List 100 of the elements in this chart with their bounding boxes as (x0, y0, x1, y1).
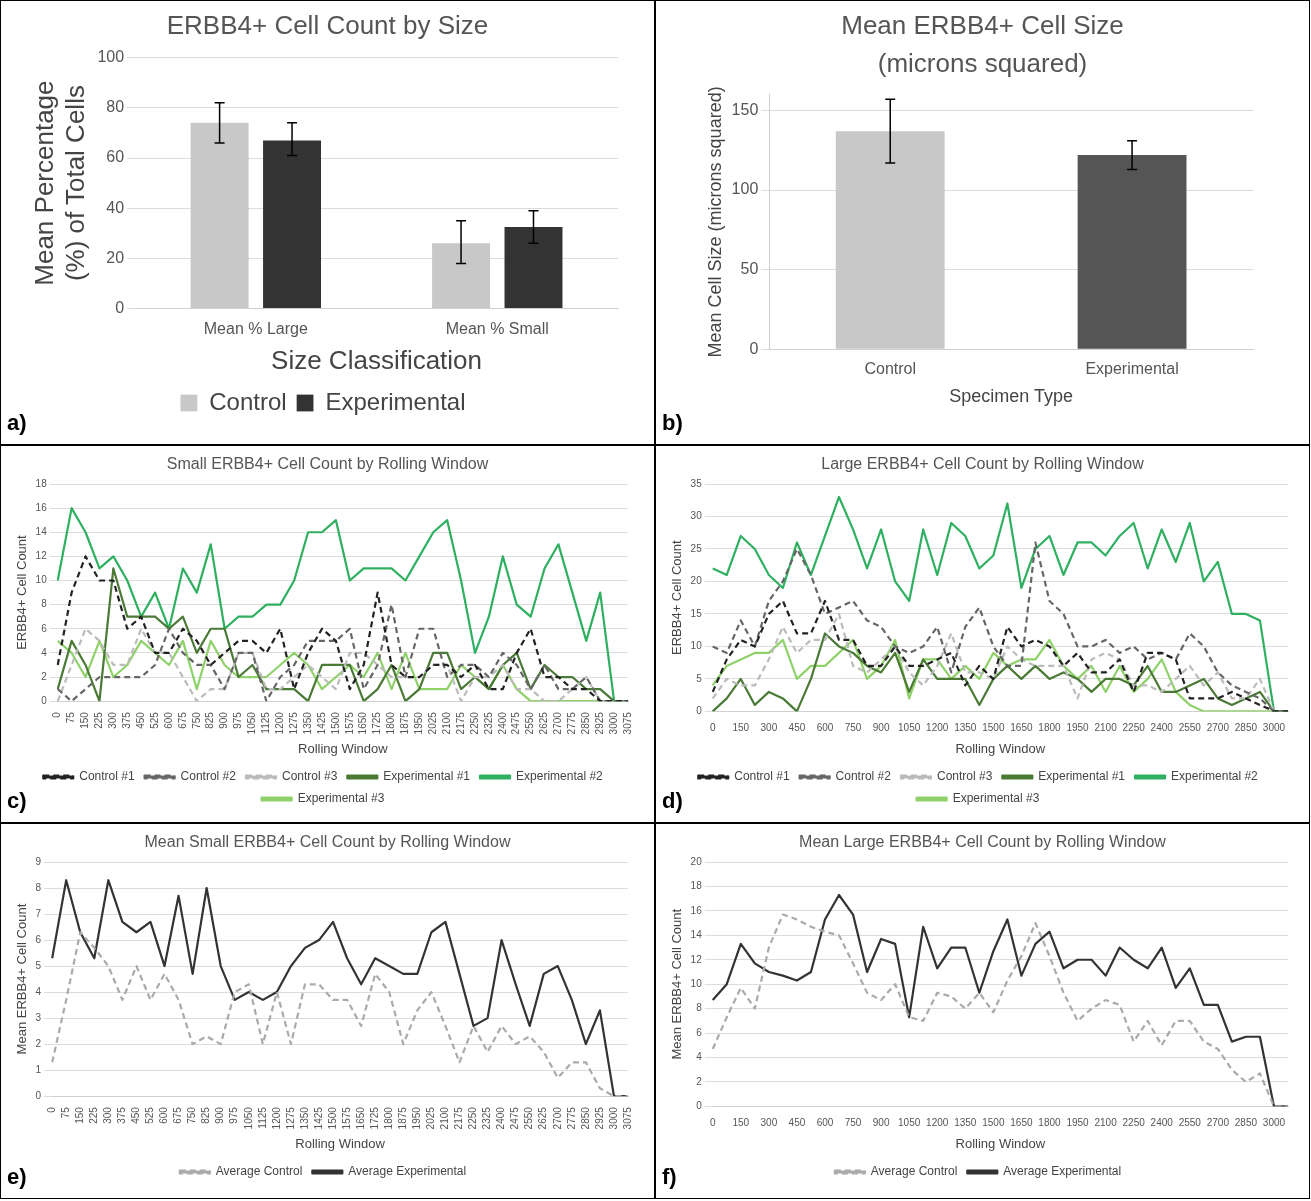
x-tick-label: 450 (788, 1117, 806, 1129)
legend-label: Experimental #1 (382, 769, 470, 784)
legend-label: Average Control (215, 1164, 302, 1179)
y-tick-label: 16 (35, 502, 47, 514)
x-tick-label: 1875 (396, 1106, 408, 1130)
legend-label: Control #2 (835, 769, 891, 784)
x-tick-label: 2475 (509, 711, 521, 735)
y-tick-label: 20 (690, 855, 702, 867)
x-tick-label: 1200 (270, 1106, 282, 1130)
x-tick-label: 900 (872, 722, 890, 734)
x-tick-label: 2700 (551, 711, 563, 735)
x-tick-label: 2775 (565, 1106, 577, 1130)
legend-label: Average Experimental (347, 1164, 466, 1179)
y-tick-label: 7 (35, 907, 42, 919)
text: f) (662, 1164, 677, 1190)
text: e) (7, 1164, 27, 1190)
x-tick-label: 2700 (1206, 1117, 1229, 1129)
x-tick-label: 600 (816, 722, 834, 734)
x-tick-label: 2550 (523, 711, 535, 735)
x-tick-label: 2700 (1206, 722, 1229, 734)
x-tick-label: 2400 (494, 1106, 506, 1130)
y-axis-title: Mean Cell Size (microns squared) (704, 86, 725, 358)
x-tick-label: 1950 (1065, 722, 1089, 734)
x-tick-label: 1050 (897, 722, 921, 734)
x-tick-label: 2625 (537, 711, 549, 735)
legend-label: Average Experimental (1002, 1164, 1121, 1179)
x-tick-label: 750 (844, 722, 862, 734)
x-axis-title: Rolling Window (294, 1135, 385, 1151)
x-tick-label: 450 (788, 722, 806, 734)
y-tick-label: 60 (105, 148, 124, 166)
x-tick-label: 2325 (482, 711, 494, 735)
x-tick-label: 1650 (1009, 722, 1033, 734)
y-tick-label: 8 (695, 1002, 702, 1014)
x-axis-title: Rolling Window (955, 1135, 1046, 1151)
y-tick-label: 20 (105, 248, 124, 266)
text: d) (662, 788, 683, 814)
x-tick-label: 300 (101, 1106, 113, 1125)
x-tick-label: 1800 (1037, 722, 1061, 734)
x-tick-label: 2850 (1234, 1117, 1257, 1129)
legend-label: Control #1 (733, 769, 790, 784)
x-tick-label: 1575 (340, 1106, 352, 1130)
chart-title: Large ERBB4+ Cell Count by Rolling Window (820, 454, 1145, 474)
x-tick-label: 600 (157, 1106, 169, 1125)
x-tick-label: 1125 (256, 1106, 268, 1129)
legend-label: Control #3 (281, 769, 338, 784)
y-tick-label: 30 (690, 510, 702, 522)
x-tick-label: 1725 (370, 711, 382, 735)
y-tick-label: 6 (40, 622, 47, 634)
x-tick-label: 2850 (1234, 722, 1257, 734)
x-tick-label: 2700 (551, 1106, 563, 1130)
y-tick-label: 150 (731, 101, 758, 119)
x-tick-label: 2250 (1122, 722, 1145, 734)
y-tick-label: 20 (690, 575, 702, 587)
x-tick-label: 2550 (1178, 1117, 1201, 1129)
y-tick-label: 12 (35, 550, 47, 562)
y-tick-label: 4 (35, 986, 42, 998)
x-tick-label: 1050 (897, 1117, 921, 1129)
y-tick-label: 18 (690, 880, 702, 892)
x-tick-label: 225 (87, 1106, 99, 1125)
x-tick-label: 1950 (1065, 1117, 1089, 1129)
legend-label: Experimental #2 (515, 769, 603, 784)
x-tick-label: 825 (199, 1106, 211, 1125)
x-tick-label: 3000 (1262, 1117, 1286, 1129)
x-tick-label: 1500 (329, 711, 341, 735)
x-tick-label: 1425 (315, 711, 327, 735)
x-tick-label: 1200 (925, 722, 949, 734)
x-tick-label: 2250 (1122, 1117, 1145, 1129)
x-tick-label: 900 (217, 711, 229, 730)
y-tick-label: 18 (35, 477, 47, 489)
legend-label: Experimental #3 (952, 791, 1040, 806)
x-tick-label: 1500 (981, 722, 1005, 734)
chart-title: Small ERBB4+ Cell Count by Rolling Window (165, 454, 490, 474)
chart-title: Mean Small ERBB4+ Cell Count by Rolling Window (143, 832, 512, 852)
x-tick-label: 2175 (454, 711, 466, 735)
y-axis-title: Mean Percentage (%) of Total Cells (28, 80, 90, 286)
y-tick-label: 0 (114, 298, 124, 316)
x-axis-title: Size Classification (270, 344, 482, 375)
x-axis-title: Rolling Window (297, 740, 388, 756)
legend-label: Average Control (870, 1164, 957, 1179)
x-axis-title: Rolling Window (955, 740, 1046, 756)
y-tick-label: 100 (731, 180, 758, 198)
x-tick-label: 1275 (284, 1106, 296, 1130)
legend-label: Control #3 (936, 769, 993, 784)
x-tick-label: 2100 (1093, 722, 1117, 734)
x-tick-label: 1800 (1037, 1117, 1061, 1129)
x-tick-label: 75 (64, 711, 76, 724)
x-tick-label: 1500 (981, 1117, 1005, 1129)
legend-label: Control (208, 387, 287, 415)
chart-title: Mean ERBB4+ Cell Size (microns squared) (840, 9, 1125, 80)
x-tick-label: 2100 (1093, 1117, 1117, 1129)
y-tick-label: 15 (690, 607, 702, 619)
x-tick-label: 300 (760, 1117, 778, 1129)
x-tick-label: 2025 (426, 711, 438, 735)
x-tick-label: 2400 (496, 711, 508, 735)
y-tick-label: 2 (695, 1075, 702, 1087)
x-tick-label: 2550 (1178, 722, 1201, 734)
x-tick-label: 0 (709, 1117, 716, 1129)
x-tick-label: 1350 (301, 711, 313, 735)
x-tick-label: 375 (115, 1106, 127, 1125)
x-tick-label: 2925 (593, 711, 605, 735)
